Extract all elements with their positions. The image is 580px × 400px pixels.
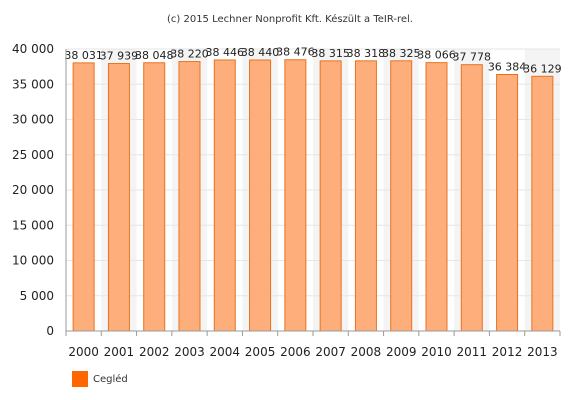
legend: Cegléd xyxy=(72,371,128,387)
y-tick-label: 10 000 xyxy=(12,254,54,268)
data-label-2012: 36 384 xyxy=(488,60,527,73)
bar-2012 xyxy=(496,73,519,332)
x-tick-label-2010: 2010 xyxy=(421,345,452,359)
bar-2010 xyxy=(425,62,448,332)
y-tick-label: 0 xyxy=(46,324,54,338)
x-tick-label-2008: 2008 xyxy=(351,345,382,359)
x-tick-label-2002: 2002 xyxy=(139,345,170,359)
y-tick-label: 30 000 xyxy=(12,113,54,127)
y-tick-label: 40 000 xyxy=(12,42,54,56)
y-tick-labels: 0 5 000 10 000 15 000 20 000 25 000 30 000 35 0… xyxy=(12,42,54,338)
data-label-2000: 38 031 xyxy=(64,49,103,62)
data-label-2005: 38 440 xyxy=(241,46,280,59)
y-tick-label: 35 000 xyxy=(12,77,54,91)
legend-swatch xyxy=(72,371,88,387)
data-label-2006: 38 476 xyxy=(276,46,315,59)
data-label-2007: 38 315 xyxy=(311,47,350,60)
data-label-2001: 37 939 xyxy=(100,50,139,63)
bar-2002 xyxy=(143,62,166,332)
bar-2001 xyxy=(107,63,130,332)
y-tick-label: 25 000 xyxy=(12,148,54,162)
bar-2000 xyxy=(72,62,95,332)
bars xyxy=(72,59,554,332)
bar-2009 xyxy=(390,60,413,332)
x-tick-label-2005: 2005 xyxy=(245,345,276,359)
data-label-2004: 38 446 xyxy=(206,46,245,59)
bar-2011 xyxy=(460,64,483,332)
data-label-2013: 36 129 xyxy=(523,62,562,75)
data-label-2010: 38 066 xyxy=(417,49,456,62)
bar-2003 xyxy=(178,61,201,332)
chart-credit: (c) 2015 Lechner Nonprofit Kft. Készült … xyxy=(166,14,413,25)
x-tick-label-2013: 2013 xyxy=(527,345,558,359)
y-tick-label: 5 000 xyxy=(20,289,54,303)
y-tick-label: 15 000 xyxy=(12,218,54,232)
x-tick-label-2009: 2009 xyxy=(386,345,417,359)
x-tick-label-2000: 2000 xyxy=(68,345,99,359)
data-label-2003: 38 220 xyxy=(170,48,209,61)
data-label-2002: 38 048 xyxy=(135,49,174,62)
legend-label: Cegléd xyxy=(93,373,128,385)
x-tick-label-2003: 2003 xyxy=(174,345,205,359)
bar-2005 xyxy=(249,59,272,332)
axes xyxy=(65,49,561,336)
x-tick-label-2006: 2006 xyxy=(280,345,311,359)
bar-2013 xyxy=(531,75,554,332)
x-tick-label-2004: 2004 xyxy=(210,345,241,359)
bar-2008 xyxy=(354,60,377,332)
x-tick-label-2012: 2012 xyxy=(492,345,523,359)
x-tick-label-2007: 2007 xyxy=(315,345,346,359)
bar-2007 xyxy=(319,60,342,332)
bar-2006 xyxy=(284,59,307,332)
data-label-2011: 37 778 xyxy=(453,51,492,64)
x-tick-label-2011: 2011 xyxy=(457,345,488,359)
y-tick-label: 20 000 xyxy=(12,183,54,197)
data-label-2009: 38 325 xyxy=(382,47,421,60)
x-tick-labels: 2000 2001 2002 2003 2004 2005 2006 2007 2008 2009… xyxy=(68,345,557,359)
bar-2004 xyxy=(213,59,236,332)
data-label-2008: 38 318 xyxy=(347,47,386,60)
x-tick-label-2001: 2001 xyxy=(104,345,135,359)
